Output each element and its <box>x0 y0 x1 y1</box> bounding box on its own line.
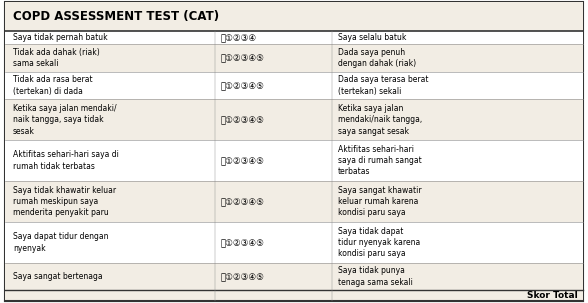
Text: Tidak ada dahak (riak)
sama sekali: Tidak ada dahak (riak) sama sekali <box>13 48 100 68</box>
Text: ⓪①②③④⑤: ⓪①②③④⑤ <box>220 156 265 165</box>
Text: Aktifitas sehari-hari saya di
rumah tidak terbatas: Aktifitas sehari-hari saya di rumah tida… <box>13 150 119 171</box>
Text: COPD ASSESSMENT TEST (CAT): COPD ASSESSMENT TEST (CAT) <box>13 10 219 23</box>
Text: Saya dapat tidur dengan
nyenyak: Saya dapat tidur dengan nyenyak <box>13 232 108 253</box>
FancyBboxPatch shape <box>5 45 583 72</box>
Text: Saya tidak dapat
tidur nyenyak karena
kondisi paru saya: Saya tidak dapat tidur nyenyak karena ko… <box>338 227 420 258</box>
Text: ⓪①②③④⑤: ⓪①②③④⑤ <box>220 272 265 281</box>
Text: Tidak ada rasa berat
(tertekan) di dada: Tidak ada rasa berat (tertekan) di dada <box>13 75 92 96</box>
Text: Skor Total: Skor Total <box>527 291 577 300</box>
Text: Saya sangat bertenaga: Saya sangat bertenaga <box>13 272 102 281</box>
Text: Saya sangat khawatir
keluar rumah karena
kondisi paru saya: Saya sangat khawatir keluar rumah karena… <box>338 185 422 218</box>
Text: Saya tidak pernah batuk: Saya tidak pernah batuk <box>13 33 108 42</box>
FancyBboxPatch shape <box>5 72 583 99</box>
Text: Saya selalu batuk: Saya selalu batuk <box>338 33 406 42</box>
Text: Saya tidak khawatir keluar
rumah meskipun saya
menderita penyakit paru: Saya tidak khawatir keluar rumah meskipu… <box>13 185 116 218</box>
Text: Aktifitas sehari-hari
saya di rumah sangat
terbatas: Aktifitas sehari-hari saya di rumah sang… <box>338 145 422 176</box>
FancyBboxPatch shape <box>5 181 583 222</box>
Text: ⓪①②③④: ⓪①②③④ <box>220 33 256 42</box>
FancyBboxPatch shape <box>5 2 583 301</box>
Text: ⓪①②③④⑤: ⓪①②③④⑤ <box>220 81 265 90</box>
FancyBboxPatch shape <box>5 222 583 263</box>
FancyBboxPatch shape <box>5 2 583 31</box>
Text: ⓪①②③④⑤: ⓪①②③④⑤ <box>220 54 265 63</box>
FancyBboxPatch shape <box>5 290 583 301</box>
Text: ⓪①②③④⑤: ⓪①②③④⑤ <box>220 238 265 247</box>
Text: ⓪①②③④⑤: ⓪①②③④⑤ <box>220 115 265 124</box>
Text: Dada saya penuh
dengan dahak (riak): Dada saya penuh dengan dahak (riak) <box>338 48 416 68</box>
Text: Ketika saya jalan mendaki/
naik tangga, saya tidak
sesak: Ketika saya jalan mendaki/ naik tangga, … <box>13 104 116 135</box>
FancyBboxPatch shape <box>5 140 583 181</box>
FancyBboxPatch shape <box>5 263 583 290</box>
FancyBboxPatch shape <box>5 31 583 45</box>
Text: ⓪①②③④⑤: ⓪①②③④⑤ <box>220 197 265 206</box>
Text: Dada saya terasa berat
(tertekan) sekali: Dada saya terasa berat (tertekan) sekali <box>338 75 429 96</box>
Text: Ketika saya jalan
mendaki/naik tangga,
saya sangat sesak: Ketika saya jalan mendaki/naik tangga, s… <box>338 104 422 135</box>
Text: Saya tidak punya
tenaga sama sekali: Saya tidak punya tenaga sama sekali <box>338 266 413 287</box>
FancyBboxPatch shape <box>5 99 583 140</box>
